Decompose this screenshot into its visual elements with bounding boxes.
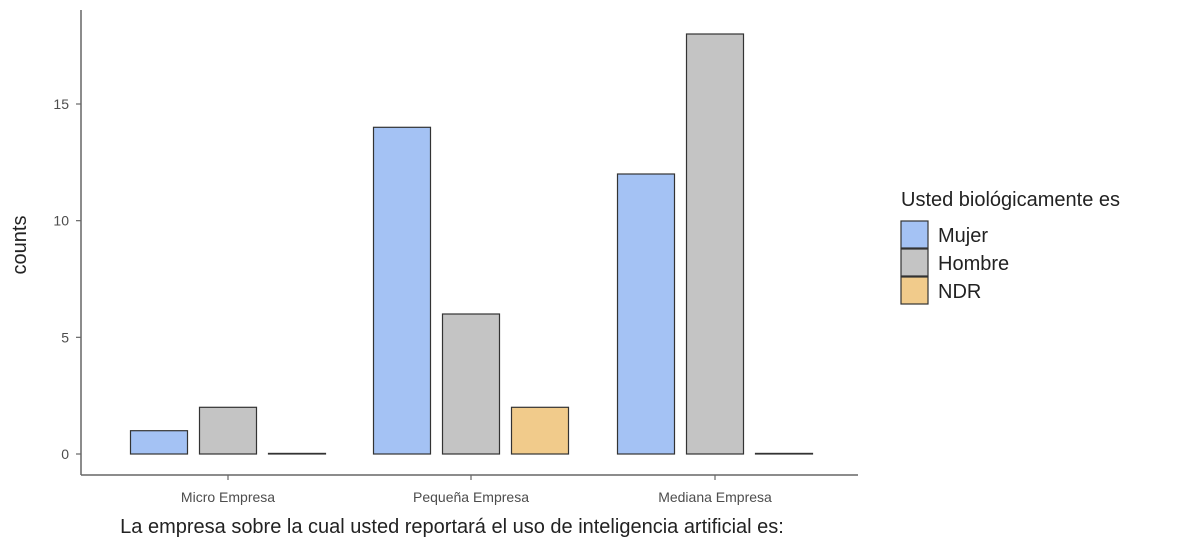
x-tick-label: Pequeña Empresa [413,489,529,505]
bar-mujer-3 [616,173,676,455]
y-tick-label: 15 [53,96,69,112]
legend-label-hombre: Hombre [938,253,1009,275]
bar-ndr-1 [267,452,327,455]
x-tick-label: Micro Empresa [181,489,275,505]
legend-label-mujer: Mujer [938,225,988,247]
bar-ndr-3 [754,452,814,455]
bars-layer [129,33,814,455]
bar-mujer-1 [129,430,189,455]
y-ticks: 0 5 10 15 [53,96,81,462]
bar-mujer-2 [372,126,432,455]
bar-hombre-1 [198,406,258,455]
y-tick-label: 10 [53,213,69,229]
legend-key-ndr [900,276,929,305]
y-tick-label: 0 [61,446,69,462]
y-tick-label: 5 [61,329,69,345]
legend: Usted biológicamente es Mujer Hombre NDR [900,189,1120,305]
x-tick-label: Mediana Empresa [658,489,772,505]
legend-label-ndr: NDR [938,281,981,303]
x-axis-title: La empresa sobre la cual usted reportará… [120,516,784,538]
axes-layer [80,10,858,476]
legend-key-hombre [900,248,929,277]
bar-hombre-2 [441,313,501,455]
legend-title: Usted biológicamente es [901,189,1120,211]
bar-hombre-3 [685,33,745,455]
bar-ndr-2 [510,406,570,455]
x-ticks: Micro Empresa Pequeña Empresa Mediana Empr… [181,475,772,505]
y-axis-title: counts [9,216,31,275]
legend-key-mujer [900,220,929,249]
